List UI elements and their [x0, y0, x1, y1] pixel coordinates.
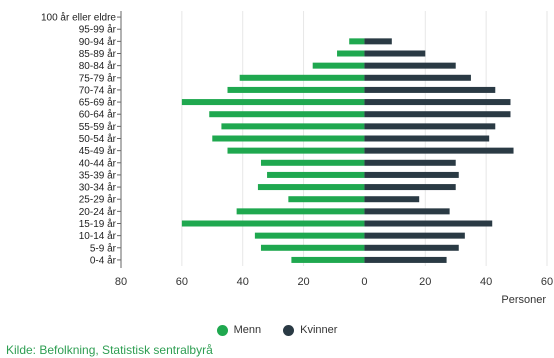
bar-kvinner[interactable] — [364, 74, 471, 81]
age-group-label: 75-79 år — [79, 72, 117, 84]
x-tick-label: 20 — [297, 276, 309, 288]
bar-kvinner[interactable] — [364, 135, 490, 142]
legend-dot-green-icon — [216, 324, 228, 336]
bar-kvinner[interactable] — [364, 159, 456, 166]
bar-menn[interactable] — [181, 220, 365, 227]
legend-label-kvinner: Kvinner — [300, 324, 338, 336]
x-tick-label: 20 — [419, 276, 431, 288]
age-group-label: 95-99 år — [79, 24, 117, 36]
age-group-label: 0-4 år — [90, 254, 117, 266]
age-group-label: 25-29 år — [79, 194, 117, 206]
age-group-label: 30-34 år — [79, 182, 117, 194]
legend-label-menn: Menn — [233, 324, 262, 336]
bar-kvinner[interactable] — [364, 50, 426, 57]
legend-item-menn[interactable]: Menn — [216, 324, 262, 336]
bar-kvinner[interactable] — [364, 208, 450, 215]
bar-kvinner[interactable] — [364, 86, 496, 93]
legend-item-kvinner[interactable]: Kvinner — [283, 324, 337, 336]
bar-menn[interactable] — [267, 171, 365, 178]
x-tick-label: 60 — [541, 276, 553, 288]
bar-kvinner[interactable] — [364, 220, 493, 227]
bar-kvinner[interactable] — [364, 111, 511, 118]
bar-menn[interactable] — [349, 38, 365, 45]
bar-menn[interactable] — [209, 111, 365, 118]
x-tick-label: 80 — [115, 276, 127, 288]
x-tick-label: 40 — [237, 276, 249, 288]
bar-kvinner[interactable] — [364, 184, 456, 191]
bar-menn[interactable] — [337, 50, 365, 57]
bar-menn[interactable] — [260, 159, 365, 166]
legend-dot-dark-icon — [283, 324, 295, 336]
bar-kvinner[interactable] — [364, 38, 392, 45]
bar-kvinner[interactable] — [364, 123, 496, 130]
age-group-label: 35-39 år — [79, 169, 117, 181]
bar-kvinner[interactable] — [364, 232, 465, 239]
bar-menn[interactable] — [312, 62, 365, 69]
legend: Menn Kvinner — [0, 323, 554, 337]
x-tick-labels: 80 60 40 20 0 20 40 60 — [115, 276, 553, 288]
x-tick-label: 0 — [361, 276, 367, 288]
age-group-label: 100 år eller eldre — [41, 12, 116, 24]
age-group-label: 55-59 år — [79, 121, 117, 133]
bar-kvinner[interactable] — [364, 244, 459, 251]
bar-kvinner[interactable] — [364, 62, 456, 69]
bar-menn[interactable] — [227, 147, 365, 154]
bar-menn[interactable] — [291, 256, 365, 263]
bar-menn[interactable] — [257, 184, 365, 191]
bar-menn[interactable] — [221, 123, 365, 130]
bar-kvinner[interactable] — [364, 256, 447, 263]
age-group-label: 45-49 år — [79, 145, 117, 157]
source-text: Kilde: Befolkning, Statistisk sentralbyr… — [6, 343, 213, 357]
bar-menn[interactable] — [254, 232, 365, 239]
bar-kvinner[interactable] — [364, 171, 459, 178]
age-group-label: 65-69 år — [79, 97, 117, 109]
age-group-label: 70-74 år — [79, 84, 117, 96]
age-group-label: 85-89 år — [79, 48, 117, 60]
x-axis-label: Personer — [501, 294, 546, 306]
age-group-label: 60-64 år — [79, 109, 117, 121]
age-group-label: 90-94 år — [79, 36, 117, 48]
x-tick-label: 60 — [176, 276, 188, 288]
bar-menn[interactable] — [236, 208, 365, 215]
age-group-label: 20-24 år — [79, 206, 117, 218]
age-group-label: 10-14 år — [79, 230, 117, 242]
bar-kvinner[interactable] — [364, 147, 514, 154]
bar-kvinner[interactable] — [364, 196, 420, 203]
age-group-label: 40-44 år — [79, 157, 117, 169]
age-group-label: 15-19 år — [79, 218, 117, 230]
bar-menn[interactable] — [239, 74, 365, 81]
age-group-label: 5-9 år — [90, 242, 117, 254]
bar-kvinner[interactable] — [364, 99, 511, 106]
bar-menn[interactable] — [212, 135, 365, 142]
bars — [181, 38, 514, 263]
age-group-label: 80-84 år — [79, 60, 117, 72]
age-group-label: 50-54 år — [79, 133, 117, 145]
bar-menn[interactable] — [288, 196, 365, 203]
x-tick-label: 40 — [480, 276, 492, 288]
bar-menn[interactable] — [227, 86, 365, 93]
bar-menn[interactable] — [181, 99, 365, 106]
bar-menn[interactable] — [260, 244, 365, 251]
